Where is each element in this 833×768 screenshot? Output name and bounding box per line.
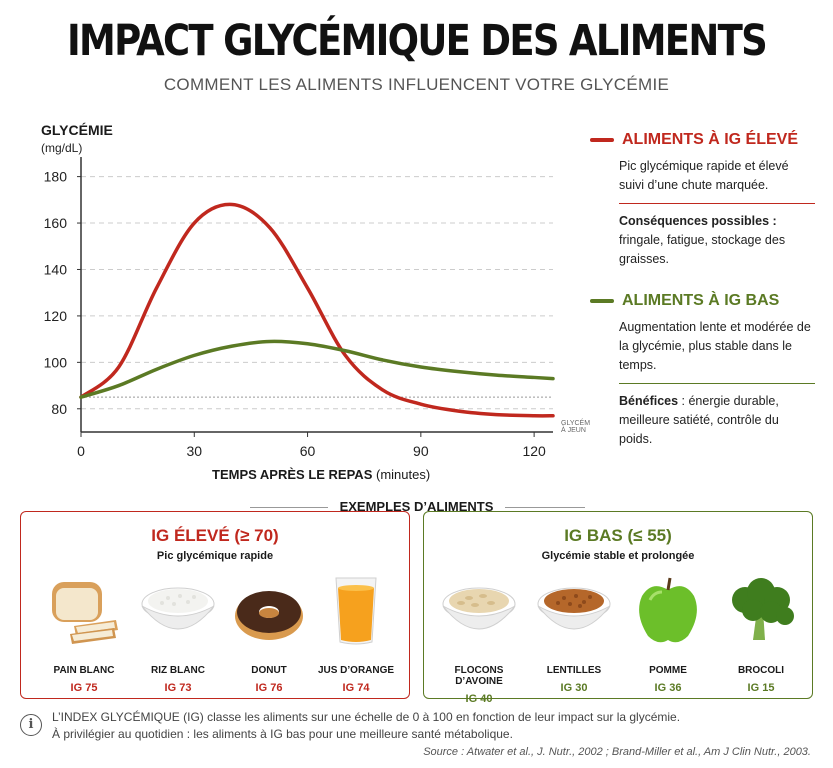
series-line-high-gi bbox=[79, 202, 555, 418]
legend-high-gi: ALIMENTS À IG ÉLEVÉ Pic glycémique rapid… bbox=[590, 131, 815, 269]
legend-low-divider bbox=[619, 383, 815, 384]
x-tick-label: 90 bbox=[413, 443, 429, 459]
orange-juice-icon bbox=[335, 577, 377, 645]
legend-high-desc: Pic glycémique rapide et élevé suivi d’u… bbox=[619, 159, 789, 192]
examples-title-text: EXEMPLES D’ALIMENTS bbox=[327, 499, 506, 514]
legend-low-benefits: Bénéfices : énergie durable, meilleure s… bbox=[619, 392, 815, 449]
x-axis-unit: (minutes) bbox=[376, 467, 431, 482]
food-ig: IG 73 bbox=[164, 682, 192, 694]
food-item-orange-juice: JUS D’ORANGE IG 74 bbox=[311, 574, 401, 694]
y-tick-label: 160 bbox=[44, 215, 68, 231]
examples-rule-right bbox=[500, 507, 585, 508]
y-tick-label: 80 bbox=[51, 401, 67, 417]
food-ig: IG 30 bbox=[560, 682, 588, 694]
food-ig: IG 40 bbox=[465, 693, 493, 705]
legend-high-cons-label: Conséquences possibles : bbox=[619, 214, 777, 228]
legend-high-cons-text: fringale, fatigue, stockage des graisses… bbox=[619, 233, 786, 266]
x-tick-label: 60 bbox=[300, 443, 316, 459]
y-tick-label: 180 bbox=[44, 169, 68, 185]
food-name: POMME bbox=[649, 665, 687, 676]
examples-title: EXEMPLES D’ALIMENTS bbox=[0, 499, 833, 514]
food-ig: IG 36 bbox=[654, 682, 682, 694]
legend-low-title: ALIMENTS À IG BAS bbox=[622, 292, 780, 309]
food-item-broccoli: BROCOLI IG 15 bbox=[716, 574, 806, 694]
panel-low-gi: IG BAS (≤ 55) Glycémie stable et prolong… bbox=[423, 511, 813, 705]
source-citation: Source : Atwater et al., J. Nutr., 2002 … bbox=[423, 746, 811, 758]
broccoli-icon bbox=[732, 578, 794, 640]
legend-high-divider bbox=[619, 203, 815, 204]
food-name: LENTILLES bbox=[546, 665, 602, 676]
y-tick-label: 140 bbox=[44, 261, 68, 277]
oat-bowl-icon bbox=[442, 587, 516, 630]
donut-icon bbox=[235, 591, 303, 640]
food-item-donut: DONUT IG 76 bbox=[224, 574, 314, 694]
apple-icon bbox=[639, 577, 697, 643]
panel-high-title: IG ÉLEVÉ (≥ 70) bbox=[151, 526, 279, 545]
food-item-apple: POMME IG 36 bbox=[623, 574, 713, 694]
panel-low-title: IG BAS (≤ 55) bbox=[564, 526, 672, 545]
food-name: DONUT bbox=[251, 665, 287, 676]
food-name: JUS D’ORANGE bbox=[317, 665, 395, 676]
food-name: FLOCONS D’AVOINE bbox=[454, 665, 504, 687]
food-name: RIZ BLANC bbox=[151, 665, 205, 676]
y-axis-unit: (mg/dL) bbox=[41, 141, 83, 155]
footer-gi-definition: L’INDEX GLYCÉMIQUE (IG) classe les alime… bbox=[52, 710, 681, 724]
panel-high-gi: IG ÉLEVÉ (≥ 70) Pic glycémique rapide PA… bbox=[20, 511, 410, 699]
food-ig: IG 75 bbox=[70, 682, 98, 694]
legend-low-header: ALIMENTS À IG BAS bbox=[590, 292, 815, 310]
y-tick-label: 100 bbox=[44, 354, 68, 370]
x-tick-label: 30 bbox=[186, 443, 202, 459]
food-ig: IG 76 bbox=[255, 682, 283, 694]
legend-high-header: ALIMENTS À IG ÉLEVÉ bbox=[590, 131, 815, 149]
food-name: PAIN BLANC bbox=[53, 665, 115, 676]
glycemia-line-chart: 80 100 120 140 160 180 0 30 60 90 120 GLYCÉMIEÀ JEU… bbox=[44, 157, 590, 459]
legend-high-line-icon bbox=[590, 138, 614, 142]
panel-low-subtitle: Glycémie stable et prolongée bbox=[541, 550, 695, 562]
lentil-bowl-icon bbox=[537, 587, 611, 630]
examples-rule-left bbox=[250, 507, 360, 508]
fasting-label: À JEUN bbox=[561, 425, 586, 434]
info-icon: i bbox=[20, 714, 42, 736]
x-axis-label: TEMPS APRÈS LE REPAS bbox=[212, 467, 373, 482]
food-item-white-bread: PAIN BLANC IG 75 bbox=[39, 574, 129, 694]
legend-high-title: ALIMENTS À IG ÉLEVÉ bbox=[622, 131, 799, 148]
series-line-low-gi bbox=[79, 339, 555, 399]
x-tick-label: 120 bbox=[522, 443, 546, 459]
legend-low-ben-text: : énergie durable, meilleure satiété, co… bbox=[619, 394, 779, 446]
x-axis-title: TEMPS APRÈS LE REPAS (minutes) bbox=[212, 467, 430, 482]
food-name: BROCOLI bbox=[737, 665, 785, 676]
food-item-oat-flakes: FLOCONS D’AVOINE IG 40 bbox=[434, 574, 524, 705]
legend-low-desc: Augmentation lente et modérée de la glyc… bbox=[619, 320, 811, 372]
y-tick-label: 120 bbox=[44, 308, 68, 324]
page-subtitle: COMMENT LES ALIMENTS INFLUENCENT VOTRE G… bbox=[163, 75, 670, 94]
food-item-lentils: LENTILLES IG 30 bbox=[529, 574, 619, 694]
x-tick-label: 0 bbox=[77, 443, 85, 459]
legend-high-consequences: Conséquences possibles : fringale, fatig… bbox=[619, 212, 815, 269]
food-item-white-rice: RIZ BLANC IG 73 bbox=[133, 574, 223, 694]
legend-low-line-icon bbox=[590, 299, 614, 303]
fasting-label: GLYCÉMIE bbox=[561, 418, 590, 427]
page-title: IMPACT GLYCÉMIQUE DES ALIMENTS bbox=[67, 16, 768, 66]
footer-recommendation: À privilégier au quotidien : les aliment… bbox=[52, 727, 513, 741]
y-axis-title: GLYCÉMIE bbox=[41, 122, 113, 138]
panel-high-subtitle: Pic glycémique rapide bbox=[156, 550, 274, 562]
food-ig: IG 74 bbox=[342, 682, 370, 694]
rice-bowl-icon bbox=[141, 587, 215, 630]
legend-low-ben-label: Bénéfices bbox=[619, 394, 679, 408]
bread-icon bbox=[52, 582, 118, 644]
food-ig: IG 15 bbox=[747, 682, 775, 694]
legend-low-gi: ALIMENTS À IG BAS Augmentation lente et … bbox=[590, 292, 815, 449]
